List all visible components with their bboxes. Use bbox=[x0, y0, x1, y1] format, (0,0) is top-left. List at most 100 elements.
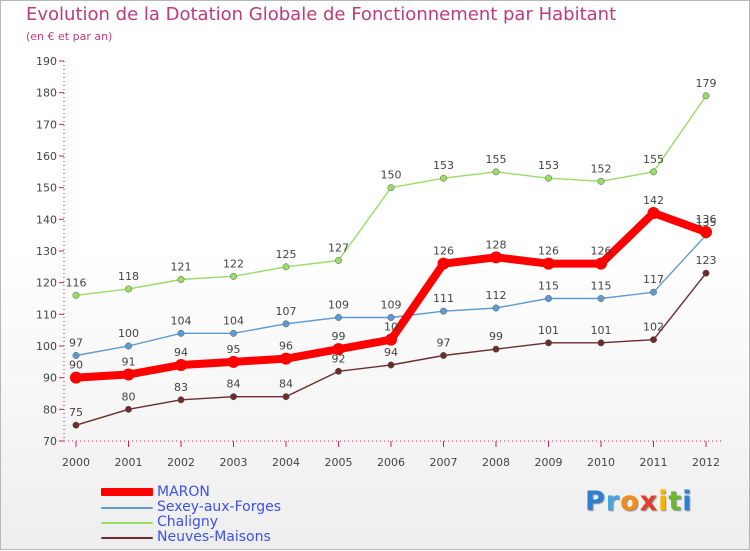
x-tick-label: 2006 bbox=[377, 456, 405, 469]
y-tick-label: 80 bbox=[43, 403, 57, 416]
data-label-maron: 126 bbox=[433, 245, 454, 258]
x-tick-label: 2004 bbox=[272, 456, 300, 469]
data-point-maron bbox=[332, 343, 345, 356]
data-point-sexey-aux-forges bbox=[230, 329, 237, 337]
data-label-sexey-aux-forges: 109 bbox=[381, 299, 402, 312]
data-point-maron bbox=[70, 371, 82, 384]
y-tick-label: 140 bbox=[36, 213, 57, 226]
y-tick-label: 110 bbox=[36, 308, 57, 321]
data-point-maron bbox=[122, 368, 135, 381]
data-label-maron: 90 bbox=[69, 359, 83, 372]
data-point-neuves-maisons bbox=[387, 361, 395, 369]
legend-swatch-chaligny bbox=[101, 522, 153, 524]
data-point-sexey-aux-forges bbox=[282, 320, 290, 328]
data-label-chaligny: 150 bbox=[381, 169, 402, 182]
legend-swatch-maron bbox=[101, 488, 153, 496]
data-point-neuves-maisons bbox=[72, 421, 80, 429]
data-point-maron bbox=[437, 257, 450, 270]
y-tick-label: 130 bbox=[36, 245, 57, 258]
data-point-neuves-maisons bbox=[230, 393, 237, 401]
data-point-maron bbox=[542, 257, 555, 270]
data-point-maron bbox=[385, 333, 397, 346]
data-label-chaligny: 155 bbox=[643, 153, 664, 166]
data-label-maron: 136 bbox=[696, 213, 717, 226]
data-point-sexey-aux-forges bbox=[650, 288, 657, 296]
data-point-maron bbox=[647, 207, 660, 219]
x-tick-label: 2000 bbox=[62, 456, 90, 469]
data-point-chaligny bbox=[545, 174, 552, 182]
data-label-neuves-maisons: 83 bbox=[174, 381, 188, 394]
data-point-chaligny bbox=[335, 257, 342, 264]
data-point-sexey-aux-forges bbox=[545, 295, 552, 302]
data-point-chaligny bbox=[125, 285, 132, 293]
data-point-chaligny bbox=[230, 272, 237, 280]
data-label-chaligny: 127 bbox=[328, 242, 349, 255]
data-point-maron bbox=[280, 352, 292, 365]
data-point-neuves-maisons bbox=[335, 367, 342, 375]
logo-letter: i bbox=[682, 486, 693, 517]
legend-label-maron: MARON bbox=[157, 484, 210, 500]
data-point-sexey-aux-forges bbox=[72, 352, 80, 359]
data-point-neuves-maisons bbox=[177, 396, 185, 404]
data-point-neuves-maisons bbox=[597, 339, 605, 347]
chart-subtitle: (en € et par an) bbox=[26, 30, 113, 43]
data-point-sexey-aux-forges bbox=[177, 329, 185, 337]
logo-letter: r bbox=[605, 486, 621, 517]
data-point-neuves-maisons bbox=[125, 405, 132, 413]
data-point-chaligny bbox=[72, 291, 80, 299]
logo-letter: x bbox=[639, 486, 659, 517]
data-point-chaligny bbox=[702, 92, 710, 100]
data-label-sexey-aux-forges: 104 bbox=[171, 314, 192, 327]
data-label-neuves-maisons: 80 bbox=[122, 390, 136, 403]
data-point-chaligny bbox=[492, 168, 500, 176]
data-label-chaligny: 125 bbox=[276, 248, 297, 261]
data-label-sexey-aux-forges: 109 bbox=[328, 299, 349, 312]
data-label-chaligny: 122 bbox=[223, 257, 244, 270]
data-label-neuves-maisons: 97 bbox=[437, 337, 451, 350]
data-point-sexey-aux-forges bbox=[335, 314, 342, 321]
data-label-sexey-aux-forges: 112 bbox=[486, 289, 507, 302]
data-label-maron: 91 bbox=[122, 356, 136, 369]
data-label-sexey-aux-forges: 97 bbox=[69, 337, 83, 350]
data-label-chaligny: 116 bbox=[66, 276, 87, 289]
data-label-chaligny: 118 bbox=[118, 270, 139, 283]
chart-title: Evolution de la Dotation Globale de Fonc… bbox=[26, 4, 617, 25]
logo-letter: o bbox=[620, 486, 640, 517]
y-tick-label: 170 bbox=[36, 118, 57, 131]
data-point-sexey-aux-forges bbox=[440, 307, 447, 315]
data-point-maron bbox=[700, 226, 712, 238]
data-label-sexey-aux-forges: 111 bbox=[433, 292, 454, 305]
x-tick-label: 2009 bbox=[535, 456, 563, 469]
data-label-sexey-aux-forges: 135 bbox=[696, 216, 717, 229]
data-label-neuves-maisons: 75 bbox=[69, 406, 83, 419]
y-tick-label: 120 bbox=[36, 277, 57, 290]
data-label-neuves-maisons: 102 bbox=[643, 321, 664, 334]
data-label-chaligny: 153 bbox=[433, 159, 454, 172]
x-tick-label: 2012 bbox=[692, 456, 720, 469]
data-label-maron: 99 bbox=[332, 330, 346, 343]
data-label-chaligny: 179 bbox=[696, 77, 717, 90]
data-label-neuves-maisons: 92 bbox=[332, 352, 346, 365]
data-point-maron bbox=[175, 359, 187, 371]
data-point-neuves-maisons bbox=[282, 393, 290, 401]
data-point-chaligny bbox=[177, 276, 185, 283]
data-point-sexey-aux-forges bbox=[492, 304, 500, 312]
logo-letter: i bbox=[658, 486, 669, 517]
y-tick-label: 190 bbox=[36, 55, 57, 68]
data-label-neuves-maisons: 84 bbox=[227, 378, 241, 391]
data-point-sexey-aux-forges bbox=[387, 314, 395, 321]
data-label-neuves-maisons: 101 bbox=[591, 324, 612, 337]
data-point-chaligny bbox=[282, 263, 290, 271]
legend-swatch-neuves-maisons bbox=[101, 537, 153, 539]
data-point-neuves-maisons bbox=[650, 336, 657, 344]
data-point-neuves-maisons bbox=[702, 269, 710, 277]
x-tick-label: 2008 bbox=[482, 456, 510, 469]
x-tick-label: 2002 bbox=[167, 456, 195, 469]
data-label-maron: 142 bbox=[643, 194, 664, 207]
data-label-maron: 126 bbox=[538, 245, 559, 258]
data-point-neuves-maisons bbox=[492, 345, 500, 353]
data-label-neuves-maisons: 123 bbox=[696, 254, 717, 267]
data-label-neuves-maisons: 99 bbox=[489, 330, 503, 343]
